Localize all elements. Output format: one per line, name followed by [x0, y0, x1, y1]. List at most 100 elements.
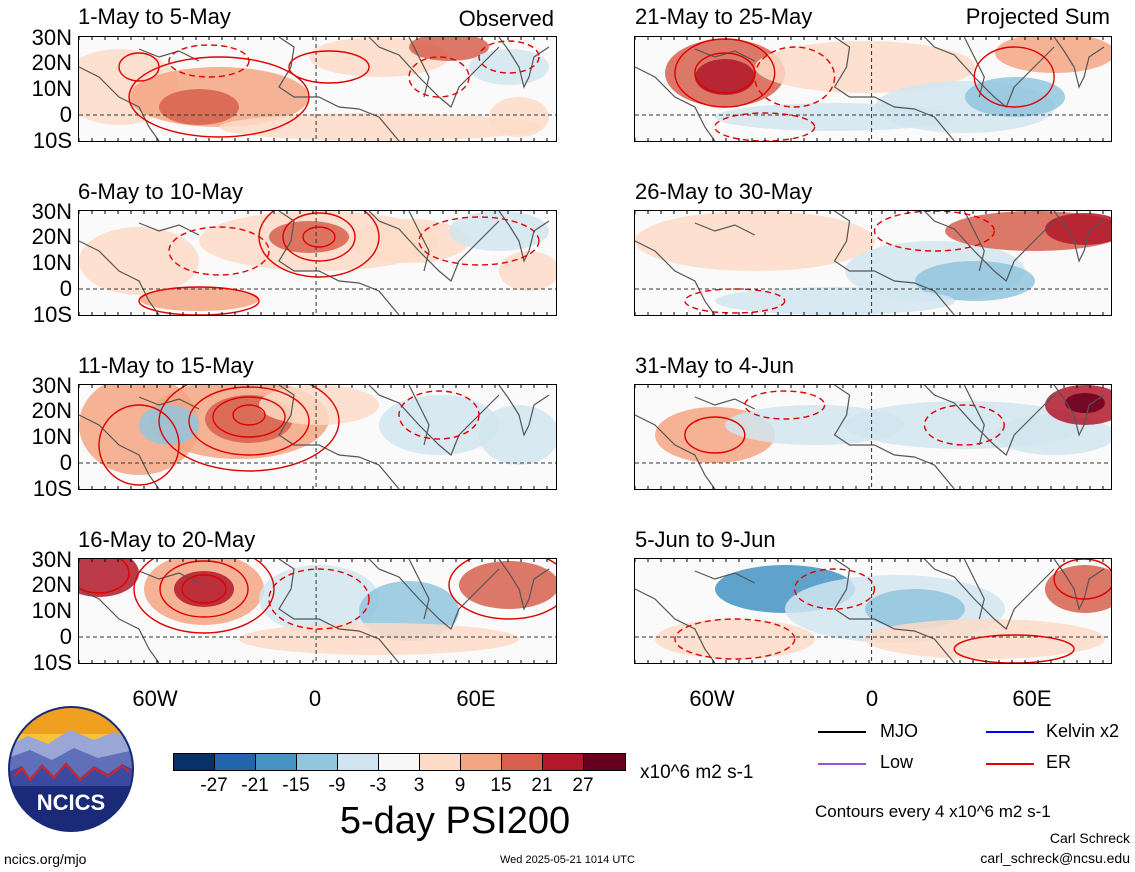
map-panel-4 [78, 558, 557, 664]
er-contour [873, 211, 995, 252]
coastline [635, 240, 716, 315]
panel-title-5: 21-May to 25-May [635, 4, 813, 29]
coastline [963, 211, 985, 272]
colorbar-cell [583, 753, 626, 771]
shading-layer [655, 385, 1111, 463]
footer-author: Carl Schreck [1049, 830, 1130, 846]
er-contour [159, 560, 249, 618]
colorbar-label: 9 [454, 775, 466, 796]
er-contour [98, 404, 180, 486]
footer-url[interactable]: ncics.org/mjo [4, 851, 87, 867]
coastline [963, 37, 985, 98]
lat-label: 20N [31, 572, 72, 597]
coastline [923, 385, 1055, 456]
map-canvas [79, 37, 556, 141]
coastline [408, 385, 430, 446]
er-contour [138, 286, 260, 315]
lon-label-right: 60W [689, 686, 735, 711]
legend-line-low [818, 763, 866, 765]
coastline [833, 559, 955, 663]
map-panel-7 [634, 384, 1112, 490]
colorbar-cell [501, 753, 543, 771]
shading-blob [349, 219, 469, 263]
coastline [635, 66, 716, 141]
map-panel-8 [634, 558, 1112, 664]
shading-blob [259, 565, 379, 633]
er-contour [953, 634, 1075, 663]
er-contour [398, 390, 480, 440]
shading-blob [79, 559, 139, 597]
lat-label: 30N [31, 25, 72, 50]
map-canvas [635, 211, 1111, 315]
lat-label: 10S [32, 650, 72, 675]
lat-label: 20N [31, 398, 72, 423]
coastline [138, 222, 200, 236]
er-contour [674, 38, 776, 108]
shading-layer [79, 385, 556, 475]
er-contour [79, 559, 130, 594]
colorbar-units: x10^6 m2 s-1 [640, 762, 754, 783]
footer-email[interactable]: carl_schreck@ncsu.edu [980, 850, 1130, 866]
lat-label: 10S [32, 476, 72, 501]
shading-blob [139, 405, 199, 445]
shading-blob [459, 561, 556, 609]
coastline-layer [79, 211, 550, 315]
shading-blob [79, 227, 199, 295]
legend-label-low: Low [880, 752, 914, 772]
coastline-layer [635, 385, 1105, 489]
coastline [368, 37, 500, 108]
colorbar-cell [542, 753, 584, 771]
coastline-layer [635, 211, 1105, 315]
lat-label: 10N [31, 250, 72, 275]
coastline [694, 570, 756, 584]
colorbar-label: -27 [200, 775, 228, 796]
er-contour [684, 416, 746, 454]
lat-label: 10N [31, 598, 72, 623]
legend-line-er [986, 763, 1034, 765]
coastline-layer [79, 385, 550, 489]
shading-blob [755, 41, 975, 93]
colorbar-cell [419, 753, 461, 771]
coastline [408, 211, 430, 272]
shading-blob [449, 211, 549, 251]
legend-line-kelvin [986, 731, 1034, 733]
er-contour [128, 56, 310, 138]
shading-blob [379, 395, 499, 455]
er-contour [168, 226, 270, 276]
shading-layer [665, 37, 1111, 133]
contour-layer [79, 559, 556, 634]
coastline [963, 559, 985, 620]
er-contour [282, 212, 356, 262]
coastline [79, 414, 160, 489]
panel-title-7: 31-May to 4-Jun [635, 353, 794, 378]
projected-label: Projected Sum [965, 4, 1110, 29]
er-contour [268, 568, 370, 630]
coastline [368, 385, 500, 456]
map-canvas [79, 559, 556, 663]
er-contour [714, 112, 816, 141]
lat-label: 10N [31, 424, 72, 449]
coastline [498, 37, 550, 89]
lon-label-left: 0 [308, 686, 322, 711]
coastline [498, 559, 550, 611]
er-contour [232, 404, 266, 426]
lon-label-left: 60W [132, 686, 178, 711]
shading-blob [1065, 393, 1105, 413]
coastline [278, 37, 400, 141]
coastline [923, 211, 1055, 282]
colorbar-label: 27 [572, 775, 594, 796]
coastline [1053, 559, 1105, 611]
footer-timestamp: Wed 2025-05-21 1014 UTC [500, 854, 635, 866]
shading-blob [965, 77, 1065, 117]
coastline [79, 240, 160, 315]
lat-label: 0 [59, 102, 72, 127]
er-contour [168, 44, 250, 78]
er-contour [302, 226, 336, 248]
shading-layer [655, 565, 1111, 659]
lat-label: 30N [31, 199, 72, 224]
coastline-layer [635, 37, 1105, 141]
colorbar-cell [255, 753, 297, 771]
observed-label: Observed [458, 6, 554, 31]
shading-blob [139, 287, 259, 311]
map-panel-3 [78, 384, 557, 490]
